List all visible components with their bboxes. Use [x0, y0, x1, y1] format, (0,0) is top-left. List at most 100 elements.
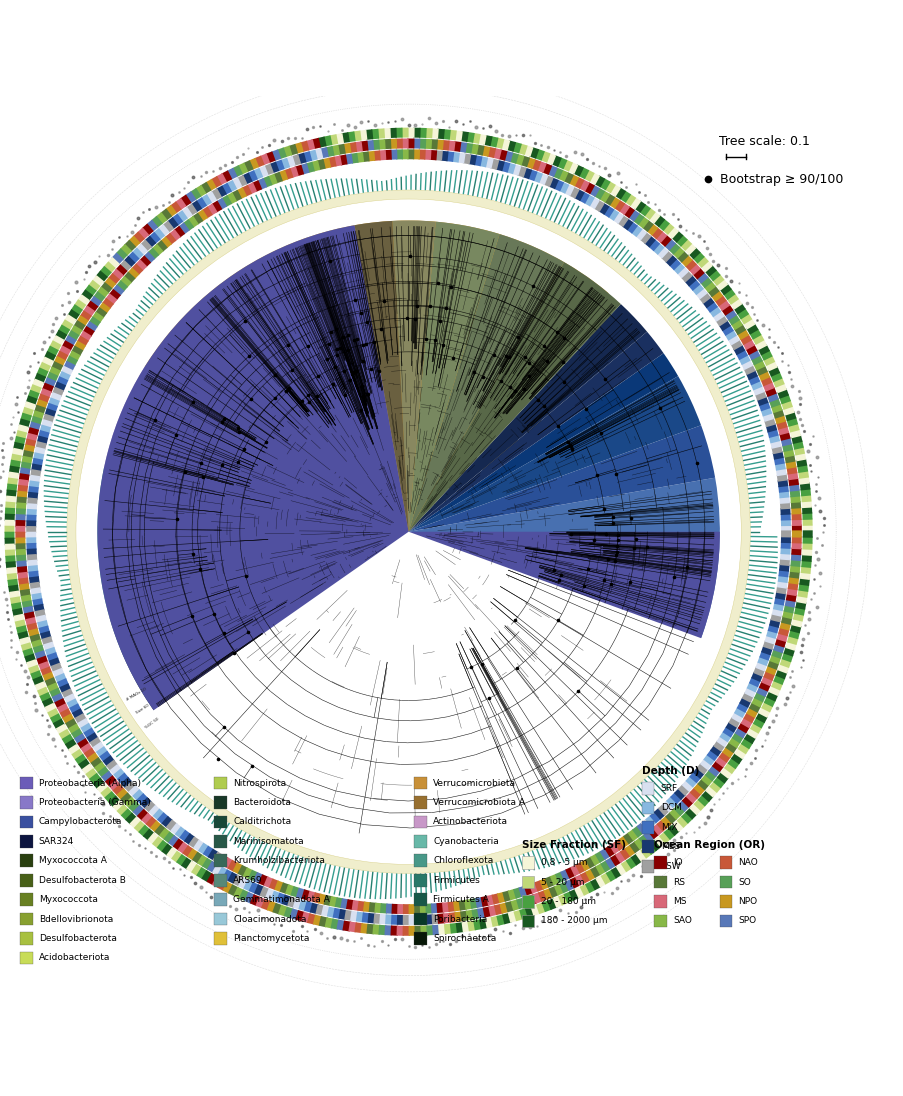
Wedge shape — [800, 494, 811, 502]
Wedge shape — [176, 210, 188, 222]
Text: FSW: FSW — [660, 861, 680, 870]
Wedge shape — [211, 864, 223, 876]
Text: Verrucomicrobiota A: Verrucomicrobiota A — [433, 798, 525, 807]
Wedge shape — [226, 192, 237, 204]
Wedge shape — [593, 187, 605, 199]
Wedge shape — [26, 521, 36, 527]
Wedge shape — [265, 889, 275, 901]
Wedge shape — [598, 203, 609, 215]
Wedge shape — [532, 892, 542, 904]
Wedge shape — [284, 884, 294, 895]
Point — [302, 393, 316, 411]
Wedge shape — [30, 384, 42, 395]
Wedge shape — [98, 225, 719, 843]
Bar — [654, 895, 666, 907]
Wedge shape — [67, 190, 749, 874]
Bar — [214, 893, 227, 906]
Wedge shape — [507, 911, 517, 923]
Wedge shape — [305, 161, 314, 173]
Point — [214, 413, 228, 431]
Wedge shape — [298, 900, 308, 911]
Point — [207, 605, 221, 623]
Wedge shape — [551, 155, 562, 167]
Wedge shape — [733, 707, 745, 718]
Wedge shape — [138, 824, 150, 837]
Wedge shape — [695, 763, 708, 775]
Wedge shape — [276, 148, 286, 159]
Point — [267, 366, 282, 384]
Wedge shape — [426, 925, 433, 935]
Wedge shape — [733, 747, 746, 760]
Wedge shape — [143, 829, 154, 841]
Point — [354, 377, 368, 395]
Point — [563, 437, 577, 455]
Wedge shape — [689, 803, 701, 815]
Wedge shape — [346, 899, 354, 910]
Point — [530, 391, 545, 409]
Wedge shape — [554, 883, 563, 895]
Wedge shape — [802, 524, 812, 532]
Wedge shape — [680, 811, 693, 824]
Text: SO: SO — [738, 878, 750, 887]
Wedge shape — [696, 778, 709, 790]
Wedge shape — [730, 340, 741, 351]
Wedge shape — [34, 682, 47, 692]
Wedge shape — [36, 615, 47, 624]
Wedge shape — [216, 185, 227, 197]
Text: Firmicutes A: Firmicutes A — [433, 895, 489, 904]
Wedge shape — [44, 377, 56, 388]
Wedge shape — [390, 925, 397, 936]
Wedge shape — [442, 902, 450, 913]
Bar — [641, 841, 654, 853]
Wedge shape — [688, 263, 700, 275]
Wedge shape — [723, 763, 736, 774]
Wedge shape — [349, 142, 357, 153]
Wedge shape — [358, 129, 367, 140]
Wedge shape — [42, 419, 52, 429]
Wedge shape — [52, 719, 65, 730]
Wedge shape — [584, 869, 595, 881]
Wedge shape — [610, 854, 620, 866]
Point — [237, 312, 252, 330]
Wedge shape — [782, 448, 794, 458]
Wedge shape — [386, 903, 393, 914]
Text: 180 - 2000 μm: 180 - 2000 μm — [540, 916, 607, 925]
Wedge shape — [465, 910, 474, 921]
Bar — [20, 835, 33, 847]
Wedge shape — [273, 172, 283, 183]
Wedge shape — [799, 571, 810, 580]
Wedge shape — [672, 262, 684, 274]
Wedge shape — [563, 184, 574, 196]
Wedge shape — [152, 243, 163, 255]
Wedge shape — [83, 306, 95, 317]
Wedge shape — [552, 895, 563, 907]
Wedge shape — [348, 922, 357, 933]
Wedge shape — [430, 139, 438, 149]
Wedge shape — [605, 869, 617, 881]
Wedge shape — [160, 208, 172, 220]
Point — [216, 719, 230, 737]
Wedge shape — [200, 182, 211, 194]
Wedge shape — [637, 216, 648, 228]
Text: Firmicutes: Firmicutes — [433, 876, 479, 884]
Wedge shape — [180, 194, 191, 207]
Text: Size 60: Size 60 — [135, 704, 149, 716]
Wedge shape — [116, 248, 127, 261]
Wedge shape — [48, 398, 60, 408]
Wedge shape — [627, 829, 638, 841]
Wedge shape — [408, 478, 719, 638]
Bar — [214, 913, 227, 925]
Wedge shape — [23, 401, 35, 411]
Wedge shape — [793, 446, 805, 456]
Point — [689, 454, 703, 471]
Wedge shape — [558, 182, 569, 194]
Wedge shape — [44, 677, 57, 687]
Point — [446, 349, 461, 366]
Wedge shape — [477, 907, 486, 918]
Wedge shape — [342, 142, 351, 153]
Wedge shape — [740, 359, 752, 370]
Wedge shape — [5, 556, 15, 563]
Point — [564, 441, 579, 458]
Wedge shape — [78, 758, 90, 770]
Wedge shape — [648, 811, 660, 823]
